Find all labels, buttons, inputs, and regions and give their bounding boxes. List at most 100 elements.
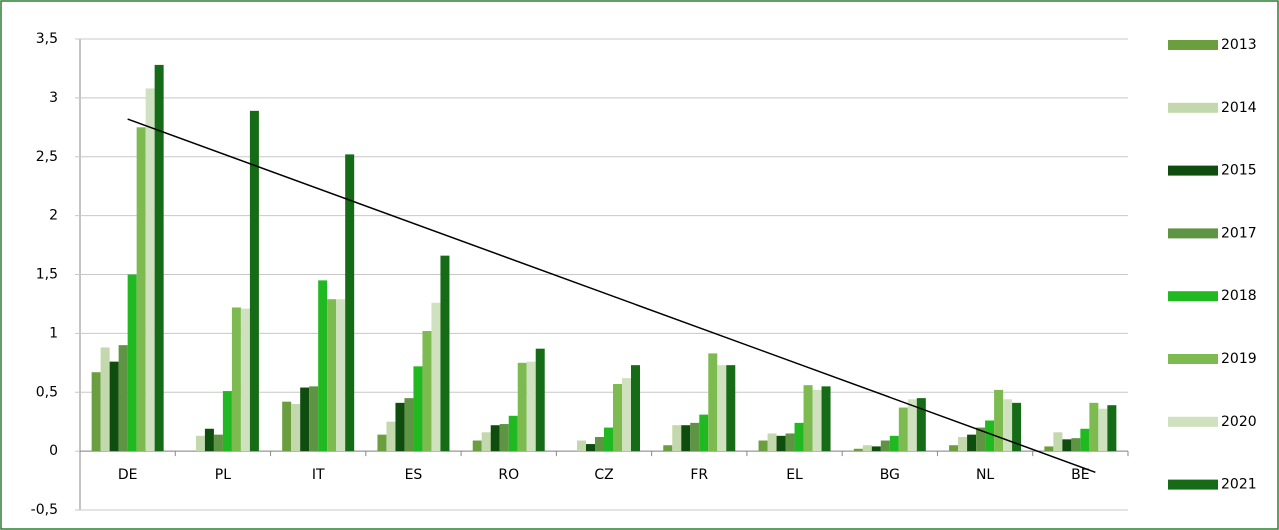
bar <box>145 88 155 452</box>
bar <box>681 425 691 452</box>
legend-swatch <box>1168 40 1218 50</box>
bar <box>907 399 917 452</box>
bar <box>595 436 604 452</box>
bar <box>622 378 631 452</box>
bar <box>249 110 259 452</box>
bar <box>109 361 119 452</box>
bar <box>758 440 768 452</box>
bar <box>377 434 387 452</box>
bar <box>663 445 673 452</box>
legend-label: 2017 <box>1221 225 1257 241</box>
y-tick-label: -0,5 <box>31 502 58 518</box>
bar <box>880 440 890 452</box>
bar <box>291 404 301 452</box>
x-tick-label: CZ <box>594 467 613 483</box>
bar <box>1044 446 1054 452</box>
bar <box>422 331 432 452</box>
x-tick-label: ES <box>405 467 423 483</box>
bar <box>300 387 310 452</box>
trend-line <box>127 118 1096 474</box>
x-tick-label: RO <box>498 467 519 483</box>
bar <box>871 446 881 452</box>
y-tick-label: 3,5 <box>36 31 58 47</box>
bar <box>690 422 700 452</box>
bar <box>517 362 527 452</box>
x-tick-label: IT <box>312 467 325 483</box>
y-tick-label: 1,5 <box>36 267 58 283</box>
legend-swatch <box>1168 165 1218 176</box>
bar <box>404 398 414 452</box>
bar <box>222 391 232 452</box>
bar <box>508 415 518 452</box>
bar <box>127 274 137 452</box>
x-tick-label: NL <box>976 467 994 483</box>
bar <box>118 345 128 452</box>
bar <box>386 421 396 452</box>
bar <box>91 372 101 452</box>
bar <box>336 299 346 452</box>
bar <box>1080 428 1090 452</box>
y-tick-label: 3 <box>49 90 58 106</box>
legend-swatch <box>1168 479 1218 490</box>
bar <box>472 440 482 452</box>
bar <box>535 348 545 452</box>
bar <box>803 385 813 452</box>
bar <box>431 302 441 452</box>
bar <box>481 432 491 452</box>
legend-swatch <box>1168 228 1218 239</box>
legend-label: 2021 <box>1221 477 1257 493</box>
bar <box>699 414 709 452</box>
y-tick-label: 2,5 <box>36 149 58 165</box>
bar <box>100 347 110 452</box>
bar <box>1053 432 1063 452</box>
bar <box>154 64 164 452</box>
bar <box>726 365 736 452</box>
x-tick-label: FR <box>690 467 708 483</box>
bar <box>1012 402 1022 452</box>
bar <box>1071 438 1081 452</box>
bar <box>949 445 959 452</box>
bar <box>1098 408 1108 452</box>
bar <box>767 433 777 452</box>
bar <box>309 386 319 452</box>
bar <box>395 402 405 452</box>
bar <box>672 425 682 452</box>
x-tick-label: DE <box>118 467 138 483</box>
bar <box>586 444 595 452</box>
bar <box>327 299 337 452</box>
x-tick-label: BE <box>1071 467 1089 483</box>
legend-label: 2019 <box>1221 351 1257 367</box>
x-tick-label: BG <box>880 467 900 483</box>
bar <box>631 365 640 452</box>
bar <box>136 127 146 452</box>
bar <box>345 154 355 452</box>
bar <box>967 434 977 452</box>
y-tick-label: 2 <box>49 208 58 224</box>
legend-label: 2018 <box>1221 288 1257 304</box>
legend-swatch <box>1168 416 1218 427</box>
bar <box>240 308 250 452</box>
bar <box>204 428 214 452</box>
bar <box>985 420 995 452</box>
bar <box>853 448 863 452</box>
bar <box>613 384 622 452</box>
bar <box>577 440 586 452</box>
bar <box>821 386 831 452</box>
bar <box>440 255 450 452</box>
x-tick-label: PL <box>215 467 231 483</box>
x-tick-label: EL <box>786 467 803 483</box>
bar <box>413 366 423 452</box>
bar <box>862 445 872 452</box>
bar <box>794 422 804 452</box>
bar <box>499 424 509 452</box>
bar <box>958 436 968 452</box>
bar <box>976 427 986 452</box>
y-tick-label: 0,5 <box>36 384 58 400</box>
bar <box>1062 439 1072 452</box>
bar <box>318 280 328 452</box>
bar <box>231 307 241 452</box>
bar <box>213 434 223 452</box>
legend-swatch <box>1168 291 1218 302</box>
legend-label: 2015 <box>1221 163 1257 179</box>
